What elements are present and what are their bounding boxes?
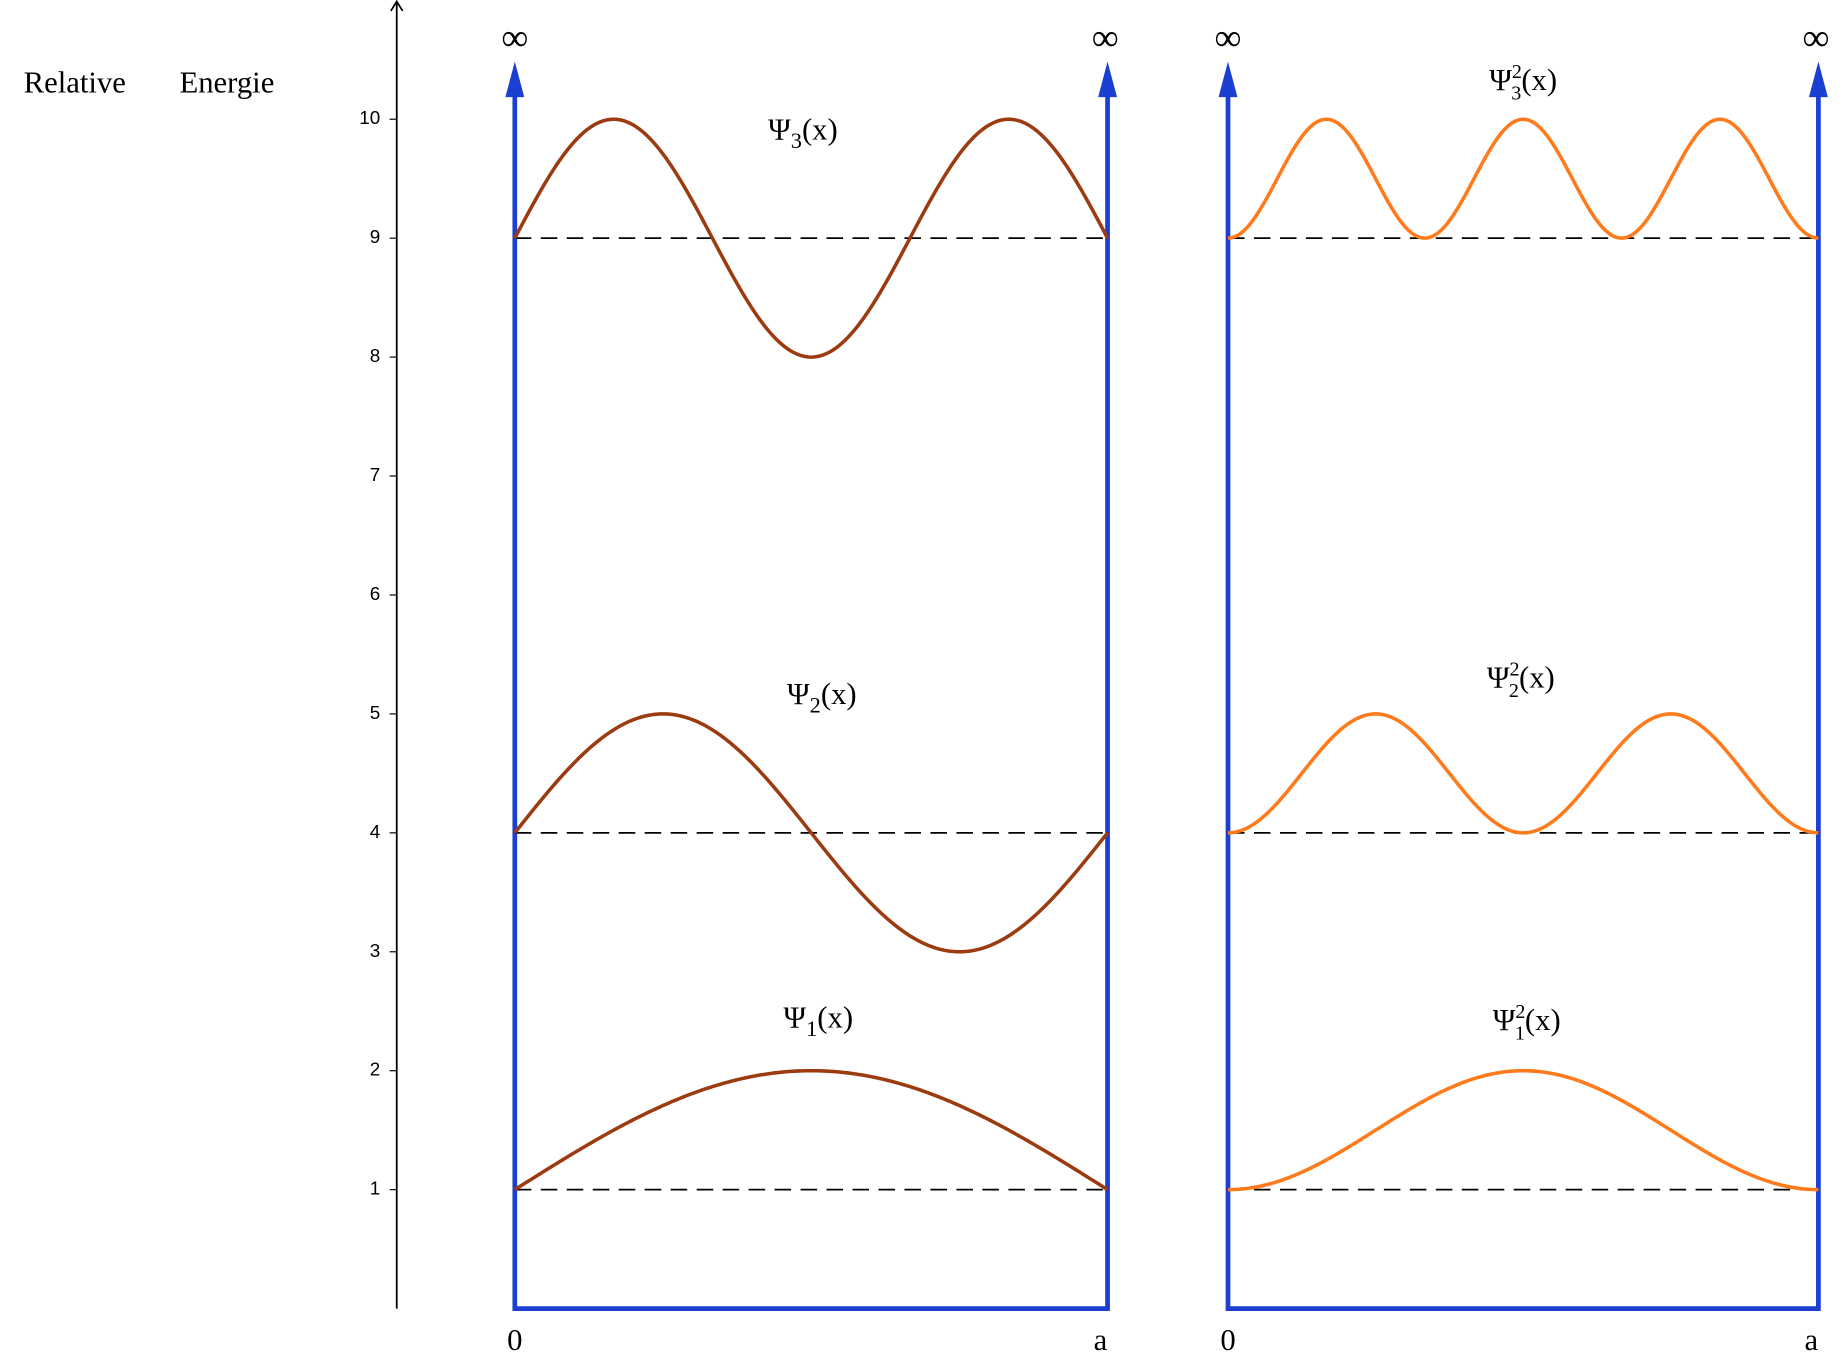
wall-arrow [1808,61,1828,98]
label-sub: 1 [806,1016,817,1041]
x-label: 0 [507,1323,522,1357]
axis-title: Relative [24,65,126,99]
wavefunction [513,712,1109,954]
label-symbol: Ψ [1489,63,1512,97]
x-label: 0 [1220,1323,1235,1357]
infinity-label: ∞ [1092,17,1119,59]
box-wall [1225,73,1821,1311]
state-label: Ψ1(x) [783,1001,853,1041]
y-tick-label: 5 [370,703,381,724]
label-sub: 2 [810,692,821,717]
label-sub: 3 [1511,82,1521,104]
wavefunction [513,1068,1109,1192]
label-arg: (x) [1525,1003,1561,1037]
wavefunction [513,117,1110,359]
infinity-label: ∞ [1803,17,1830,59]
axis-arrow [390,0,404,12]
label-symbol: Ψ [1487,660,1510,694]
label-sup: 2 [1512,61,1522,83]
label-sup: 2 [1515,1001,1525,1023]
wavefunction [1227,117,1819,240]
state-label: Ψ3(x) [768,113,838,153]
x-label: a [1804,1323,1818,1357]
infinity-label: ∞ [501,17,528,59]
label-symbol: Ψ [1493,1003,1516,1037]
label-sup: 2 [1510,659,1520,681]
label-sub: 2 [1509,680,1519,702]
label-arg: (x) [1519,660,1555,694]
label-arg: (x) [817,1001,853,1035]
infinity-label: ∞ [1215,17,1242,59]
y-tick-label: 3 [370,941,381,962]
y-tick-label: 6 [370,584,381,605]
label-symbol: Ψ [768,113,791,147]
wall-arrow [1218,61,1238,98]
wavefunction [1227,1068,1819,1192]
label-arg: (x) [802,113,838,147]
y-tick-label: 1 [370,1179,381,1200]
y-tick-label: 4 [370,822,381,843]
y-tick-label: 7 [370,465,381,486]
y-tick-label: 9 [370,227,381,248]
axis-title: Energie [179,65,274,99]
y-tick-label: 2 [370,1060,381,1081]
state-label: Ψ2 2(x) [1487,659,1555,702]
state-label: Ψ2(x) [787,677,857,717]
state-label: Ψ2 3(x) [1489,61,1557,104]
wall-arrow [505,61,525,98]
label-arg: (x) [1521,63,1557,97]
y-tick-label: 10 [359,108,380,129]
box-wall [512,73,1110,1311]
x-label: a [1094,1323,1108,1357]
y-tick-label: 8 [370,346,381,367]
label-sub: 1 [1515,1022,1525,1044]
label-symbol: Ψ [787,677,810,711]
label-sub: 3 [791,128,802,153]
wavefunction [1227,712,1819,835]
label-arg: (x) [821,677,857,711]
wall-arrow [1098,61,1118,98]
label-symbol: Ψ [783,1001,806,1035]
state-label: Ψ2 1(x) [1493,1001,1561,1044]
